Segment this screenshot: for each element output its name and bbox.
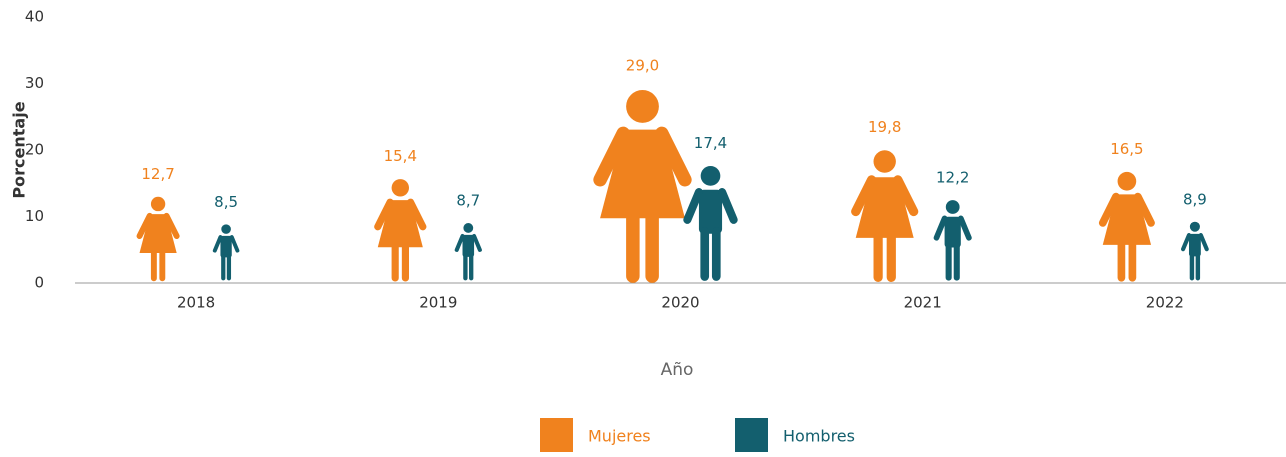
head [1117,171,1137,191]
man-icon [212,224,240,281]
woman-icon [593,90,692,283]
woman-icon [374,179,427,282]
arms [1098,192,1155,227]
legs [1189,252,1201,281]
legs [150,248,166,282]
legs [221,254,232,281]
value-label: 8,9 [1183,190,1207,208]
x-tick-label: 2019 [419,294,457,312]
x-axis-title: Año [661,360,694,380]
man-icon [1180,221,1209,281]
y-tick-label: 40 [25,8,44,26]
value-label: 12,2 [936,168,969,186]
arms [136,212,180,240]
value-label: 12,7 [141,165,174,183]
body [1188,233,1201,257]
man-icon [454,223,482,281]
head [1189,221,1200,232]
head [150,196,166,212]
body [944,216,961,248]
woman-icon [136,196,180,282]
value-label: 16,5 [1110,140,1143,158]
legs [1117,238,1137,282]
x-tick-label: 2021 [904,294,942,312]
legs [873,230,896,282]
arms [1180,232,1209,252]
y-tick-label: 30 [25,74,44,92]
value-label: 8,5 [214,193,238,211]
x-tick-label: 2020 [661,294,699,312]
man-icon [933,200,972,281]
body [462,234,475,257]
legend-label: Mujeres [588,427,651,446]
body [220,235,232,258]
y-axis-title: Porcentaje [10,101,29,198]
woman-icon [1098,171,1155,282]
arms [683,188,738,224]
legend-swatch [735,418,768,452]
arms [454,234,482,252]
x-tick-label: 2022 [1146,294,1184,312]
legs [700,227,721,281]
legs [945,242,960,281]
arms [851,175,919,217]
legs [626,207,659,283]
value-label: 8,7 [456,192,480,210]
arms [593,126,692,187]
legs [391,241,410,282]
head [221,224,231,234]
x-tick-label: 2018 [177,294,215,312]
man-icon [683,166,738,281]
body [698,189,723,234]
legend-swatch [540,418,573,452]
arms [212,235,240,253]
head [463,223,474,233]
arms [933,215,972,241]
legs [463,253,474,281]
woman-icon [851,150,919,282]
head [391,179,410,197]
arms [374,198,427,231]
head [945,200,960,214]
head [700,166,721,186]
value-label: 19,8 [868,118,901,136]
value-label: 17,4 [694,134,727,152]
y-tick-label: 20 [25,141,44,159]
y-tick-label: 0 [34,274,44,292]
head [626,90,659,123]
value-label: 15,4 [384,147,417,165]
value-label: 29,0 [626,57,659,75]
head [873,150,896,173]
legend-label: Hombres [783,427,855,446]
y-tick-label: 10 [25,207,44,225]
